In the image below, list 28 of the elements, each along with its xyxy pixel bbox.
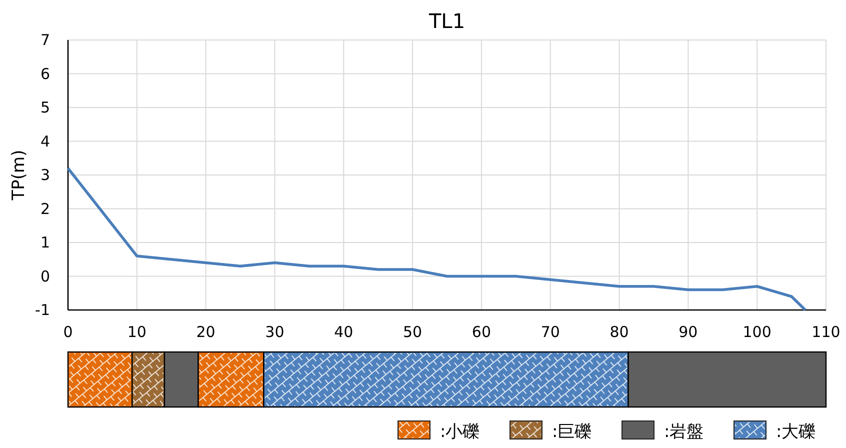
chart-title: TL1 [428,9,466,33]
x-tick-label: 80 [610,323,629,341]
y-tick-label: 6 [40,64,50,83]
y-tick-label: 2 [40,200,50,218]
x-tick-label: 20 [196,323,216,341]
y-axis-title: TP(m) [9,150,29,202]
x-tick-label: 10 [127,323,146,341]
y-tick-label: 7 [40,31,50,49]
x-tick-label: 110 [812,323,840,341]
legend-label: :巨礫 [552,422,592,442]
y-tick-label: 1 [40,234,50,252]
legend-label: :小礫 [440,422,480,442]
x-tick-label: 90 [678,323,698,341]
x-tick-label: 70 [540,323,560,341]
x-tick-label: 40 [334,323,354,341]
x-tick-label: 0 [63,323,73,341]
x-tick-label: 50 [403,323,422,341]
y-tick-label: 4 [40,132,50,150]
text: :大礫 [776,422,816,442]
x-tick-label: 30 [265,323,284,341]
y-tick-label: 3 [40,166,50,184]
x-tick-label: 100 [742,323,772,341]
y-tick-label: 5 [40,98,50,116]
x-tick-label: 60 [472,323,491,341]
y-tick-label: 0 [40,267,50,286]
y-tick-label: -1 [35,301,50,319]
line-series [66,166,807,312]
legend-label: :岩盤 [664,422,704,442]
